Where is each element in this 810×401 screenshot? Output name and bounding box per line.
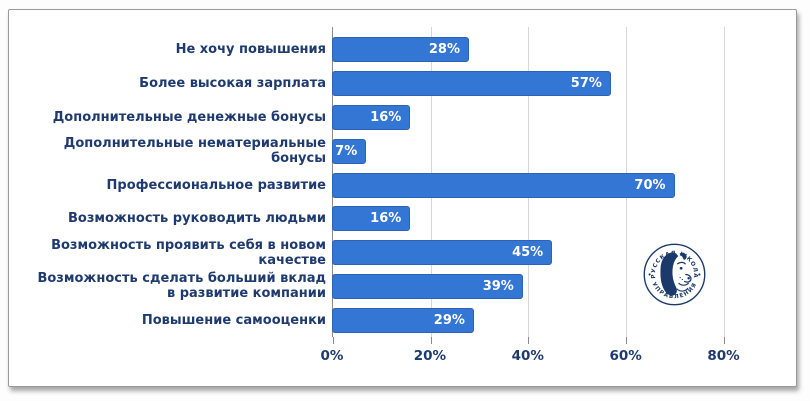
axis-tick — [528, 337, 530, 344]
category-label: Не хочу повышения — [175, 42, 326, 58]
axis-tick — [625, 337, 627, 344]
category-label: Дополнительные денежные бонусы — [52, 109, 326, 125]
bar: 16% — [332, 104, 411, 130]
axis-tick — [723, 337, 725, 344]
x-tick-label: 20% — [413, 348, 447, 364]
bar-value-label: 57% — [570, 76, 602, 92]
bar-row: Повышение самооценки 29% — [9, 303, 792, 337]
bar: 29% — [332, 307, 474, 333]
x-axis-labels: 0% 20% 40% 60% 80% — [321, 348, 792, 368]
bar-track: 57% — [332, 71, 792, 97]
bar-row: Возможность проявить себя в новом качест… — [9, 236, 792, 270]
category-label: Возможность проявить себя в новом качест… — [51, 237, 326, 268]
bar-track: 29% — [332, 307, 792, 333]
bar-rows: Не хочу повышения 28% Более высокая зарпла… — [9, 33, 792, 337]
bar-row: Не хочу повышения 28% — [9, 33, 792, 67]
bar-track: 16% — [332, 104, 792, 130]
bar-value-label: 39% — [482, 278, 514, 294]
axis-tick — [430, 337, 432, 344]
school-stamp-logo: РУССКАЯ ШКОЛА УПРАВЛЕНИЯ — [643, 243, 706, 306]
x-tick-label: 40% — [511, 348, 544, 364]
bar-value-label: 7% — [335, 143, 358, 159]
bar-value-label: 29% — [433, 312, 465, 328]
bear-icon — [660, 252, 692, 296]
bar-row: Дополнительные нематериальные бонусы 7% — [9, 134, 792, 168]
bar-track: 45% — [332, 240, 792, 266]
x-tick-label: 60% — [609, 348, 642, 364]
bar-row: Возможность сделать больший вклад в разв… — [9, 269, 792, 303]
bar-value-label: 45% — [512, 245, 544, 261]
bar: 7% — [332, 138, 367, 164]
bar: 45% — [332, 240, 553, 266]
stamp-graphics: РУССКАЯ ШКОЛА УПРАВЛЕНИЯ — [643, 243, 706, 306]
category-label: Возможность руководить людьми — [68, 211, 326, 227]
bar-value-label: 16% — [370, 211, 402, 227]
category-label: Возможность сделать больший вклад в разв… — [37, 271, 326, 302]
bar-chart: Не хочу повышения 28% Более высокая зарпла… — [9, 10, 796, 386]
bar-row: Дополнительные денежные бонусы 16% — [9, 101, 792, 135]
bar: 16% — [332, 206, 411, 232]
category-label: Профессиональное развитие — [106, 177, 326, 193]
bar: 28% — [332, 37, 470, 63]
category-label: Повышение самооценки — [141, 312, 326, 328]
bar-row: Более высокая зарплата 57% — [9, 67, 792, 101]
bar: 39% — [332, 273, 523, 299]
bar-value-label: 28% — [428, 42, 461, 58]
bar-track: 16% — [332, 206, 792, 232]
bar-track: 39% — [332, 273, 792, 299]
bar-track: 7% — [332, 138, 792, 164]
bar: 70% — [332, 172, 675, 198]
gridline — [723, 27, 725, 337]
chart-card: Не хочу повышения 28% Более высокая зарпла… — [8, 9, 797, 387]
bar-track: 28% — [332, 37, 792, 63]
category-label: Дополнительные нематериальные бонусы — [63, 136, 326, 167]
bar-track: 70% — [332, 172, 792, 198]
x-tick-label: 0% — [320, 348, 344, 364]
bar-value-label: 16% — [370, 109, 402, 125]
axis-tick — [333, 337, 334, 344]
category-label: Более высокая зарплата — [139, 76, 326, 92]
bar-row: Профессиональное развитие 70% — [9, 168, 792, 202]
bar-value-label: 70% — [634, 177, 666, 193]
stamp-dot-right — [698, 273, 701, 276]
bar-row: Возможность руководить людьми 16% — [9, 202, 792, 236]
x-tick-label: 80% — [707, 348, 740, 364]
stamp-dot-left — [648, 273, 651, 276]
bar: 57% — [332, 71, 611, 97]
